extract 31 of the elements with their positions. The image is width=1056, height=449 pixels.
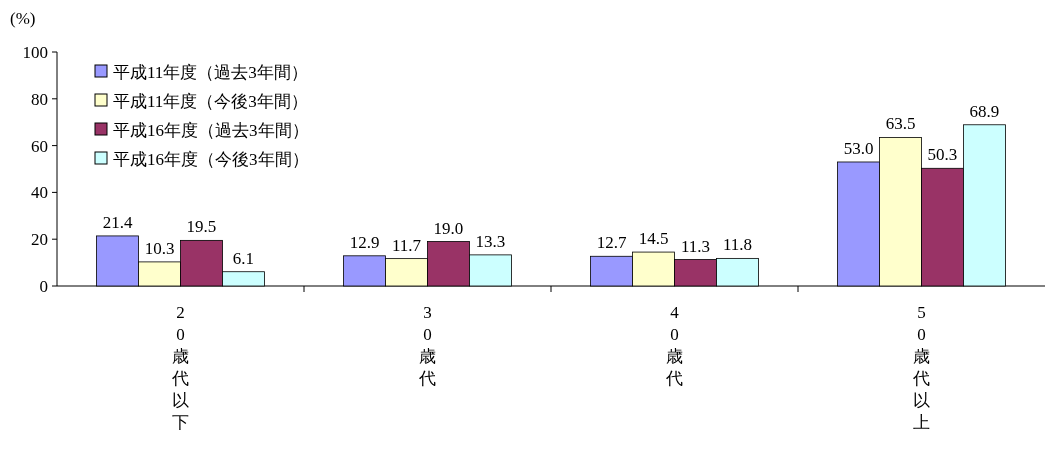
data-label: 68.9 <box>969 101 1000 121</box>
x-tick-label: 50歳代以上 <box>912 303 930 432</box>
legend-label: 平成11年度（今後3年間） <box>113 92 308 111</box>
legend-label: 平成11年度（過去3年間） <box>113 63 308 82</box>
y-axis-title: (%) <box>10 9 36 28</box>
y-tick-label: 0 <box>39 277 48 296</box>
data-label: 53.0 <box>843 138 874 158</box>
x-tick-label: 20歳代以下 <box>171 303 189 432</box>
data-label: 11.7 <box>391 235 422 255</box>
x-tick-label: 40歳代 <box>665 303 683 388</box>
y-tick-label: 20 <box>31 230 48 250</box>
data-label: 21.4 <box>102 212 133 232</box>
data-label: 6.1 <box>232 248 255 268</box>
x-tick-label: 30歳代 <box>418 303 436 388</box>
data-label: 19.0 <box>433 218 464 238</box>
legend-label: 平成16年度（過去3年間） <box>113 121 309 140</box>
data-label: 10.3 <box>144 238 175 258</box>
y-tick-label: 40 <box>31 183 48 203</box>
y-tick-label: 100 <box>22 43 48 62</box>
data-label: 12.7 <box>596 233 627 253</box>
legend-label: 平成16年度（今後3年間） <box>113 150 309 169</box>
data-label: 13.3 <box>475 231 506 251</box>
data-label: 63.5 <box>885 114 916 134</box>
data-label: 14.5 <box>638 229 669 249</box>
data-label: 11.8 <box>722 235 753 255</box>
data-label: 12.9 <box>349 232 380 252</box>
data-label: 50.3 <box>927 145 958 165</box>
y-tick-label: 60 <box>31 136 48 156</box>
y-tick-label: 80 <box>31 89 48 109</box>
data-label: 19.5 <box>186 217 217 237</box>
data-label: 11.3 <box>680 236 711 256</box>
